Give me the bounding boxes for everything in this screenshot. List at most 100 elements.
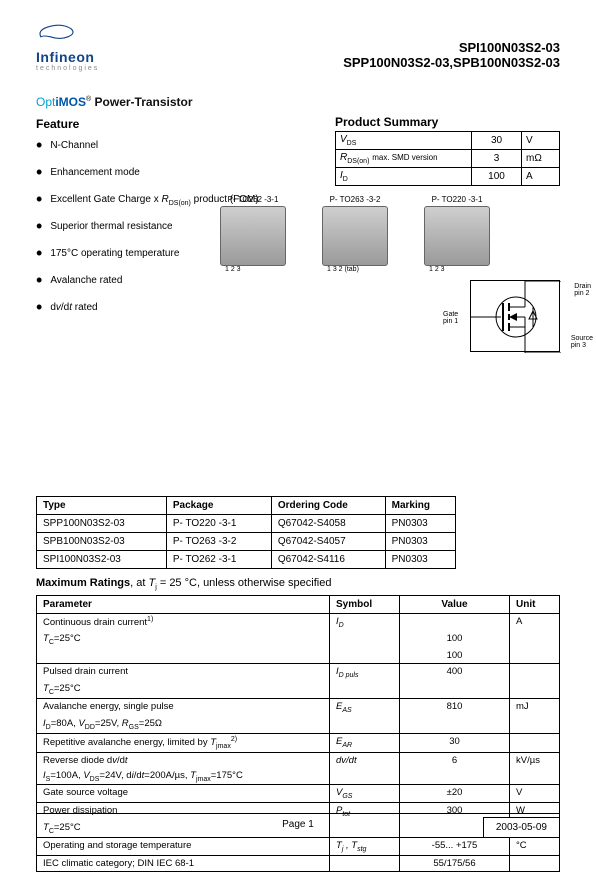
ratings-row: Continuous drain current1) ID A (37, 614, 560, 631)
ratings-param: Operating and storage temperature (37, 838, 330, 856)
ratings-row: ID=80A, VDD=25V, RGS=25Ω (37, 716, 560, 733)
summary-label: RDS(on) max. SMD version (336, 150, 472, 168)
product-summary-table: VDS 30 V RDS(on) max. SMD version 3 mΩ I… (335, 131, 560, 186)
ratings-symbol: Tj , Tstg (330, 838, 400, 856)
summary-row: ID 100 A (336, 168, 560, 186)
infineon-swirl-icon (36, 22, 76, 42)
ratings-symbol (330, 856, 400, 872)
package-item: P- TO263 -3-2 1 3 2 (tab) (322, 195, 388, 266)
ratings-value: 30 (400, 733, 510, 752)
package-images: P- TO262 -3-1 1 2 3 P- TO263 -3-2 1 3 2 … (220, 195, 490, 266)
type-cell: SPP100N03S2-03 (37, 515, 167, 533)
ratings-unit (510, 648, 560, 664)
summary-unit: mΩ (522, 150, 560, 168)
ratings-row: Avalanche energy, single pulse EAS 810 m… (37, 698, 560, 715)
product-title: OptiMOS® Power-Transistor (36, 95, 560, 109)
ratings-param: Continuous drain current1) (37, 614, 330, 631)
logo-name: Infineon (36, 49, 99, 65)
type-cell: PN0303 (385, 551, 455, 569)
product-summary: Product Summary VDS 30 V RDS(on) max. SM… (335, 115, 560, 186)
type-table-row: SPP100N03S2-03 P- TO220 -3-1 Q67042-S405… (37, 515, 456, 533)
type-cell: P- TO262 -3-1 (166, 551, 271, 569)
part-numbers: SPI100N03S2-03 SPP100N03S2-03,SPB100N03S… (343, 40, 560, 70)
ratings-symbol: EAS (330, 698, 400, 715)
ratings-header: Value (400, 596, 510, 614)
ratings-value: 6 (400, 752, 510, 768)
summary-label: ID (336, 168, 472, 186)
ratings-unit: V (510, 785, 560, 803)
package-label: P- TO262 -3-1 (220, 195, 286, 204)
mosfet-symbol-icon (471, 281, 561, 353)
summary-value: 30 (472, 132, 522, 150)
ratings-unit: °C (510, 838, 560, 856)
package-item: P- TO262 -3-1 1 2 3 (220, 195, 286, 266)
document-date: 2003-05-09 (483, 817, 560, 838)
logo-subtitle: technologies (36, 65, 99, 72)
ratings-header-row: Parameter Symbol Value Unit (37, 596, 560, 614)
ratings-param: Repetitive avalanche energy, limited by … (37, 733, 330, 752)
schematic-gate-label: Gatepin 1 (443, 311, 458, 325)
package-pins: 1 2 3 (225, 266, 241, 273)
ratings-header: Unit (510, 596, 560, 614)
ratings-unit: A (510, 614, 560, 631)
ratings-param (37, 648, 330, 664)
type-table-header: Package (166, 497, 271, 515)
ratings-row: Power dissipation Ptot 300 W (37, 803, 560, 820)
type-table-row: SPI100N03S2-03 P- TO262 -3-1 Q67042-S411… (37, 551, 456, 569)
ratings-value: 400 (400, 663, 510, 680)
type-table-header: Type (37, 497, 167, 515)
ratings-symbol: Ptot (330, 803, 400, 820)
ratings-param: Avalanche energy, single pulse (37, 698, 330, 715)
package-label: P- TO263 -3-2 (322, 195, 388, 204)
summary-unit: A (522, 168, 560, 186)
ratings-cond: TC=25°C (37, 681, 330, 698)
ratings-unit: kV/µs (510, 752, 560, 768)
logo: Infineon technologies (36, 22, 99, 72)
package-pins: 1 3 2 (tab) (327, 266, 359, 273)
ratings-value: ±20 (400, 785, 510, 803)
type-cell: P- TO263 -3-2 (166, 533, 271, 551)
ratings-value: -55... +175 (400, 838, 510, 856)
ratings-header: Symbol (330, 596, 400, 614)
type-table: Type Package Ordering Code Marking SPP10… (36, 496, 456, 569)
ratings-cond: TC=25°C (37, 631, 330, 648)
type-cell: SPB100N03S2-03 (37, 533, 167, 551)
package-label: P- TO220 -3-1 (424, 195, 490, 204)
ratings-symbol: EAR (330, 733, 400, 752)
max-ratings-header: Maximum Ratings, at Tj = 25 °C, unless o… (36, 577, 560, 591)
type-cell: Q67042-S4057 (271, 533, 385, 551)
summary-row: RDS(on) max. SMD version 3 mΩ (336, 150, 560, 168)
ratings-value: 100 (400, 631, 510, 648)
ratings-value: 100 (400, 648, 510, 664)
ratings-symbol (330, 631, 400, 648)
ratings-row: IS=100A, VDS=24V, di/dt=200A/µs, Tjmax=1… (37, 768, 560, 785)
type-cell: P- TO220 -3-1 (166, 515, 271, 533)
ratings-param: Power dissipation (37, 803, 330, 820)
type-table-row: SPB100N03S2-03 P- TO263 -3-2 Q67042-S405… (37, 533, 456, 551)
ratings-row: TC=25°C (37, 681, 560, 698)
type-table-header-row: Type Package Ordering Code Marking (37, 497, 456, 515)
ratings-unit (510, 733, 560, 752)
ratings-row: Operating and storage temperature Tj , T… (37, 838, 560, 856)
footer-divider (36, 813, 560, 814)
ratings-table: Parameter Symbol Value Unit Continuous d… (36, 595, 560, 872)
ratings-row: Gate source voltage VGS ±20 V (37, 785, 560, 803)
ratings-row: IEC climatic category; DIN IEC 68-1 55/1… (37, 856, 560, 872)
schematic-drain-label: Drainpin 2 (574, 283, 591, 297)
package-icon: 1 2 3 (220, 206, 286, 266)
ratings-value: 55/175/56 (400, 856, 510, 872)
type-table-header: Ordering Code (271, 497, 385, 515)
ratings-param: Gate source voltage (37, 785, 330, 803)
ratings-cond: ID=80A, VDD=25V, RGS=25Ω (37, 716, 330, 733)
ratings-param: Reverse diode dv/dt (37, 752, 330, 768)
ratings-unit: mJ (510, 698, 560, 715)
summary-value: 100 (472, 168, 522, 186)
ratings-header: Parameter (37, 596, 330, 614)
ratings-row: Repetitive avalanche energy, limited by … (37, 733, 560, 752)
type-cell: Q67042-S4116 (271, 551, 385, 569)
ratings-row: 100 (37, 648, 560, 664)
ratings-symbol: ID puls (330, 663, 400, 680)
part-number-2: SPP100N03S2-03,SPB100N03S2-03 (343, 55, 560, 70)
summary-label: VDS (336, 132, 472, 150)
ratings-unit (510, 631, 560, 648)
